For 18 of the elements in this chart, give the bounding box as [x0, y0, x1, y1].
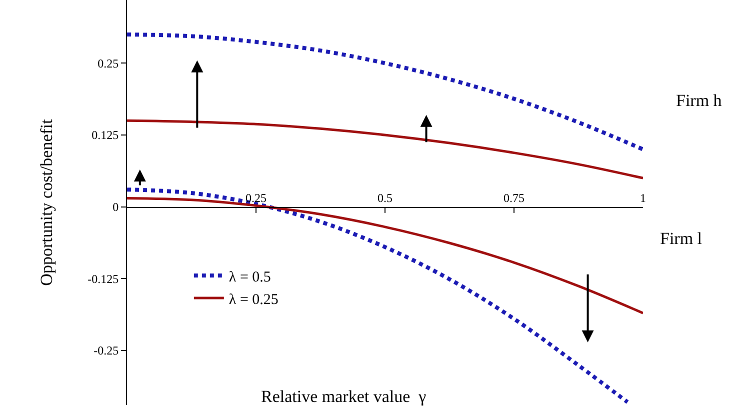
y-tick-label: 0.125: [92, 128, 119, 142]
legend-label: λ = 0.5: [228, 269, 271, 286]
y-tick-label: 0: [112, 200, 119, 214]
legend-label: λ = 0.25: [228, 292, 278, 308]
x-tick-label: 0.75: [504, 191, 524, 206]
y-axis-title: Opportunity cost/benefit: [37, 118, 56, 286]
x-tick-label: 0.5: [378, 191, 392, 206]
line-series: [127, 32, 643, 152]
y-tick-label: -0.125: [88, 272, 119, 286]
text: Firm h: [676, 91, 722, 110]
line-series: [127, 188, 630, 404]
line-series: [127, 119, 643, 180]
y-tick-label: -0.25: [94, 344, 119, 358]
x-axis-title: Relative market value γ: [261, 387, 427, 406]
x-tick-label: 0.25: [246, 191, 266, 206]
y-tick-label: 0.25: [98, 56, 119, 70]
text: Firm l: [660, 229, 702, 248]
x-tick-label: 1: [640, 191, 646, 206]
